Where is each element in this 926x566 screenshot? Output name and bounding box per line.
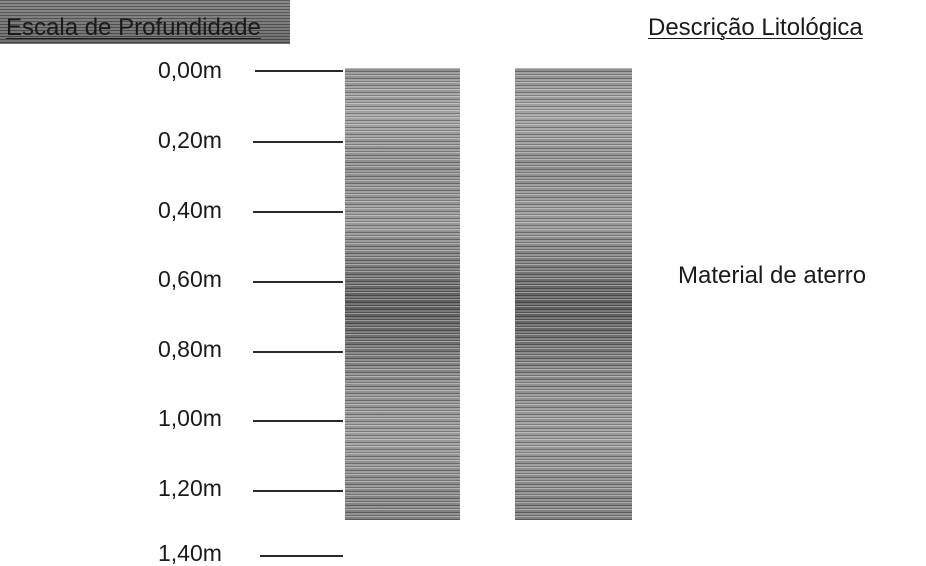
depth-tick-1 — [253, 141, 343, 143]
depth-tick-7 — [260, 555, 343, 557]
depth-tick-2 — [253, 211, 343, 213]
depth-label-4: 0,80m — [158, 336, 222, 362]
depth-label-2: 0,40m — [158, 197, 222, 223]
depth-label-6: 1,20m — [158, 475, 222, 501]
depth-label-0: 0,00m — [158, 57, 222, 83]
depth-label-1: 0,20m — [158, 127, 222, 153]
depth-label-5: 1,00m — [158, 405, 222, 431]
depth-tick-0 — [255, 70, 343, 72]
lithology-header: Descrição Litológica — [648, 14, 863, 41]
depth-tick-5 — [253, 420, 343, 422]
depth-tick-6 — [253, 490, 343, 492]
lithology-description: Material de aterro — [678, 262, 867, 289]
soil-base-layer — [0, 0, 290, 44]
depth-label-3: 0,60m — [158, 266, 222, 292]
depth-tick-4 — [253, 351, 343, 353]
soil-column-right — [515, 68, 632, 520]
depth-tick-3 — [253, 281, 343, 283]
soil-column-left — [345, 68, 460, 520]
depth-label-7: 1,40m — [158, 540, 222, 566]
depth-scale-header: Escala de Profundidade — [6, 14, 261, 41]
